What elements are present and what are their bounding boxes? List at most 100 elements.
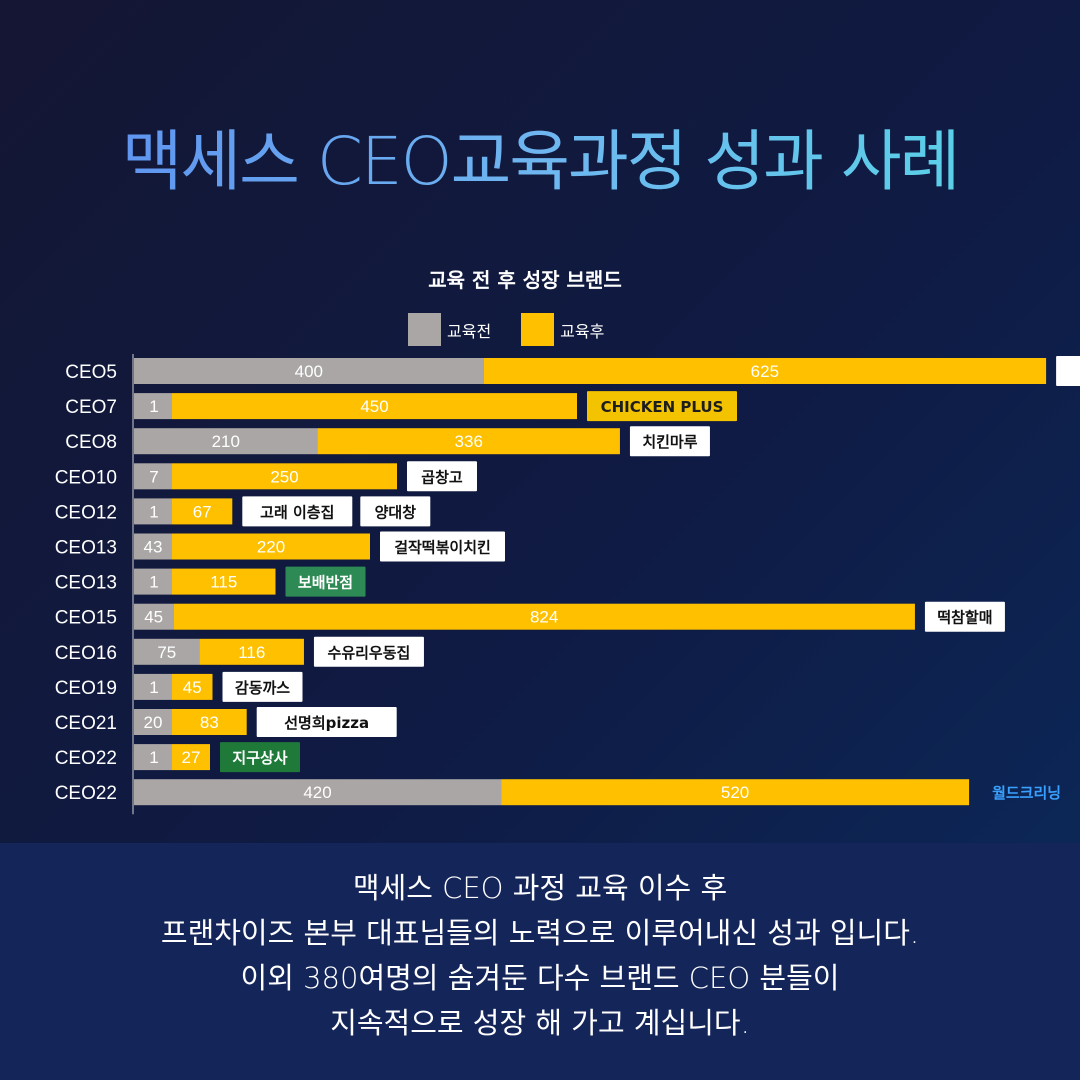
chart-title: 교육 전 후 성장 브랜드 bbox=[428, 268, 622, 292]
bar-before bbox=[134, 779, 502, 806]
data-label-before: 1 bbox=[149, 573, 158, 592]
legend-item-before: 교육전 bbox=[408, 313, 491, 346]
data-label-before: 1 bbox=[149, 678, 158, 697]
category-label: CEO16 bbox=[55, 643, 117, 664]
bar-chart: CEO5 400 625 Pizza maru CEO7 1 450 CHICKEN PLUS… bbox=[55, 354, 1080, 815]
svg-text:보배반점: 보배반점 bbox=[298, 574, 353, 592]
data-label-after: 450 bbox=[360, 397, 388, 416]
category-label: CEO12 bbox=[55, 502, 117, 523]
brand-logo: 보배반점 bbox=[285, 566, 366, 597]
bar-after bbox=[501, 779, 970, 806]
category-label: CEO15 bbox=[55, 608, 117, 629]
category-label: CEO22 bbox=[55, 748, 117, 769]
data-label-before: 1 bbox=[149, 397, 158, 416]
bar-after bbox=[172, 673, 213, 700]
brand-logo: 선명희pizza bbox=[256, 707, 397, 737]
caption: 맥세스 CEO 과정 교육 이수 후 프랜차이즈 본부 대표님들의 노력으로 이… bbox=[0, 866, 1080, 1046]
data-label-before: 45 bbox=[144, 608, 163, 627]
data-label-before: 75 bbox=[157, 643, 176, 662]
brand-logo: 치킨마루 bbox=[629, 426, 710, 457]
legend-label-before: 교육전 bbox=[447, 321, 492, 341]
brand-logo: Pizza maru bbox=[1056, 356, 1080, 386]
data-label-before: 7 bbox=[149, 467, 158, 486]
bar-after bbox=[172, 463, 397, 490]
page-title: 맥세스 CEO교육과정 성과 사례 bbox=[0, 108, 1080, 204]
bar-before bbox=[134, 393, 172, 420]
brand-logo: 곱창고 bbox=[407, 461, 477, 492]
data-label-after: 27 bbox=[182, 748, 201, 767]
category-label: CEO13 bbox=[55, 573, 117, 594]
caption-line-1: 맥세스 CEO 과정 교육 이수 후 bbox=[352, 871, 728, 905]
bar-after bbox=[172, 568, 276, 595]
data-label-after: 250 bbox=[270, 467, 298, 486]
bar-before bbox=[134, 498, 172, 525]
svg-text:떡참할매: 떡참할매 bbox=[937, 609, 992, 627]
data-label-after: 115 bbox=[210, 573, 237, 592]
caption-line-2: 프랜차이즈 본부 대표님들의 노력으로 이루어내신 성과 입니다. bbox=[160, 916, 920, 950]
brand-logo: CHICKEN PLUS bbox=[587, 391, 737, 422]
svg-text:걸작떡볶이치킨: 걸작떡볶이치킨 bbox=[394, 539, 491, 557]
svg-text:지구상사: 지구상사 bbox=[232, 749, 287, 767]
bar-after bbox=[172, 393, 577, 420]
data-label-after: 824 bbox=[530, 608, 558, 627]
data-label-before: 43 bbox=[144, 538, 163, 557]
legend-label-after: 교육후 bbox=[560, 321, 605, 341]
category-label: CEO19 bbox=[55, 678, 117, 699]
bar-before bbox=[134, 744, 172, 771]
brand-logo: 양대창 bbox=[360, 496, 431, 527]
data-label-after: 520 bbox=[721, 783, 749, 802]
bar-after bbox=[172, 533, 370, 560]
brand-logo: 월드크리닝 bbox=[992, 784, 1061, 802]
data-label-before: 210 bbox=[212, 432, 240, 451]
bar-before bbox=[134, 358, 484, 384]
category-label: CEO21 bbox=[55, 713, 117, 734]
bar-before bbox=[134, 568, 172, 595]
data-label-after: 336 bbox=[455, 432, 483, 451]
svg-text:감동까스: 감동까스 bbox=[235, 679, 290, 697]
brand-logo: 수유리우동집 bbox=[313, 636, 424, 667]
category-label: CEO8 bbox=[65, 432, 117, 453]
bar-after bbox=[173, 603, 915, 630]
bar-after bbox=[483, 358, 1047, 384]
legend: 교육전 교육후 bbox=[408, 313, 634, 346]
bar-before bbox=[134, 638, 200, 665]
bar-before bbox=[134, 428, 318, 455]
svg-text:곱창고: 곱창고 bbox=[421, 468, 463, 486]
category-label: CEO13 bbox=[55, 538, 117, 559]
data-label-before: 20 bbox=[144, 713, 163, 732]
data-label-after: 67 bbox=[193, 502, 212, 521]
category-label: CEO5 bbox=[65, 362, 117, 383]
svg-text:CHICKEN PLUS: CHICKEN PLUS bbox=[601, 398, 724, 416]
legend-swatch-before bbox=[408, 313, 441, 346]
caption-line-3: 이외 380여명의 숨겨둔 다수 브랜드 CEO 분들이 bbox=[240, 961, 840, 995]
bar-after bbox=[317, 428, 620, 455]
data-label-before: 420 bbox=[303, 783, 331, 802]
svg-text:수유리우동집: 수유리우동집 bbox=[328, 644, 411, 662]
svg-text:치킨마루: 치킨마루 bbox=[642, 433, 697, 451]
caption-line-4: 지속적으로 성장 해 가고 계십니다. bbox=[330, 1006, 750, 1040]
data-label-after: 625 bbox=[751, 362, 779, 381]
svg-text:고래 이층집: 고래 이층집 bbox=[260, 503, 334, 521]
bar-before bbox=[134, 673, 172, 700]
data-label-after: 45 bbox=[183, 678, 202, 697]
bar-after bbox=[172, 498, 233, 525]
bar-after bbox=[172, 709, 247, 735]
bar-before bbox=[134, 709, 172, 735]
brand-logo: 지구상사 bbox=[220, 742, 300, 773]
data-label-after: 83 bbox=[200, 713, 219, 732]
caption-panel bbox=[0, 843, 1080, 1080]
svg-text:월드크리닝: 월드크리닝 bbox=[992, 784, 1061, 802]
data-label-before: 400 bbox=[295, 362, 323, 381]
legend-swatch-after bbox=[521, 313, 555, 346]
data-label-before: 1 bbox=[149, 502, 158, 521]
bar-after bbox=[172, 744, 210, 771]
category-label: CEO22 bbox=[55, 783, 117, 804]
bar-after bbox=[199, 638, 304, 665]
svg-text:양대창: 양대창 bbox=[375, 503, 417, 521]
category-label: CEO7 bbox=[65, 397, 117, 418]
brand-logo: 감동까스 bbox=[222, 671, 303, 702]
svg-text:선명희pizza: 선명희pizza bbox=[284, 714, 369, 732]
bar-before bbox=[134, 533, 172, 560]
bar-before bbox=[134, 603, 174, 630]
bar-before bbox=[134, 463, 172, 490]
